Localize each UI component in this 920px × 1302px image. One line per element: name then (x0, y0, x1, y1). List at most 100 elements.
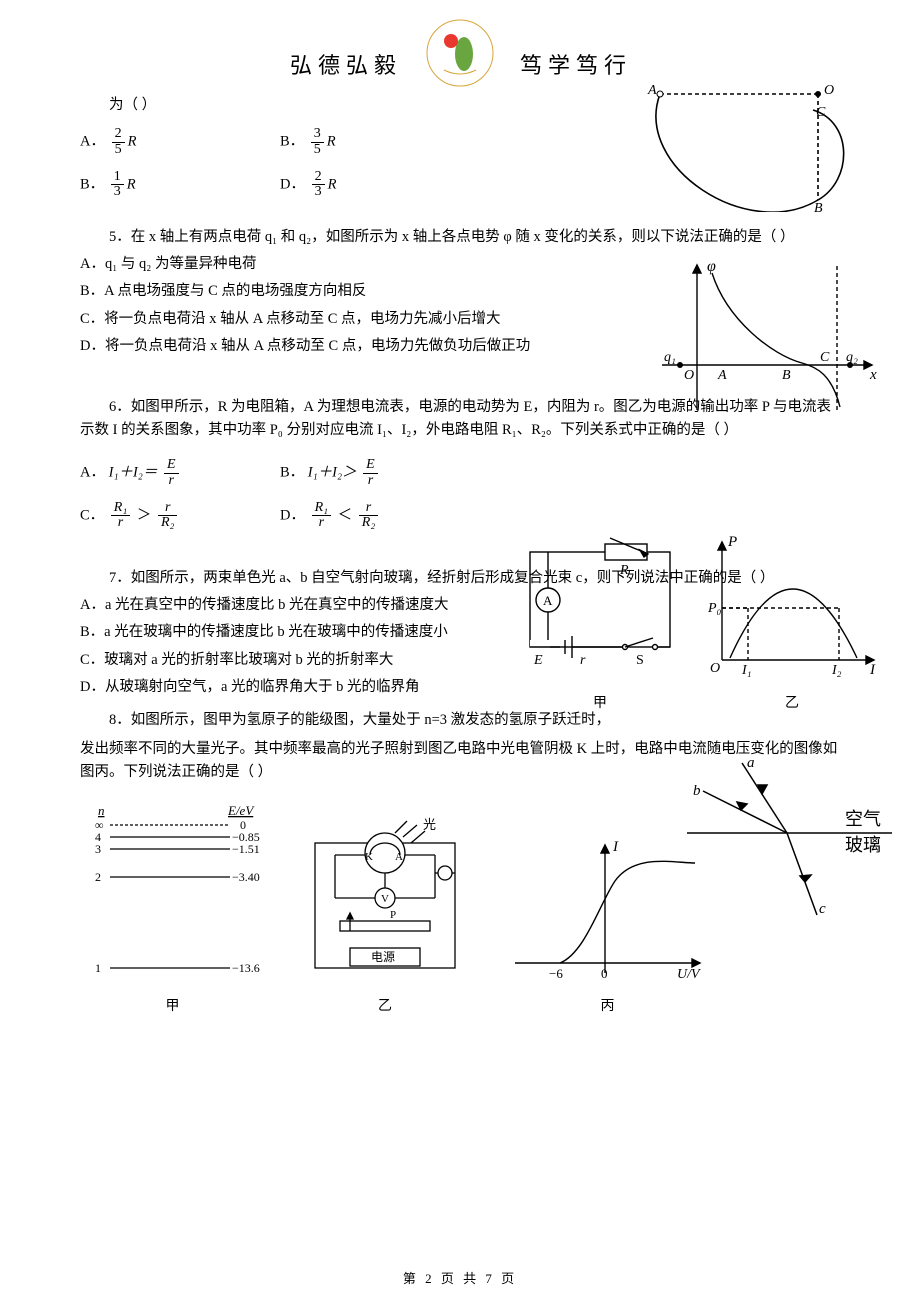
q8b-V: V (381, 893, 389, 905)
q4-d-label: D． (280, 176, 305, 192)
q6-figure-graph: P₀ P O I₁ I₂ I 乙 (702, 530, 882, 716)
q5-options: A．q₁ 与 q₂ 为等量异种电荷 B．A 点电场强度与 C 点的电场强度方向相… (80, 253, 580, 358)
q8b-K: K (365, 851, 373, 863)
q7-lbl-air: 空气 (845, 809, 881, 829)
q4-b2-frac: 13 (111, 170, 124, 200)
q8b-power: 电源 (371, 950, 395, 964)
q8a-n: n (98, 803, 105, 818)
q6-lbl-R: R (619, 563, 629, 578)
q8-cap2: 乙 (295, 996, 475, 1018)
q6-a-expr: I₁＋I₂＝ (109, 465, 158, 481)
q6-option-d: D． R₁r ＜ rR₂ (280, 501, 480, 531)
q6-lbl-I2: I₂ (831, 663, 842, 678)
q5-lbl-q2: q₂ (846, 350, 858, 365)
school-logo-icon (416, 18, 504, 98)
q7-lbl-b: b (693, 783, 701, 799)
q8a-3-n: 3 (95, 842, 101, 856)
q6-a-pre: A． (80, 465, 105, 481)
q6-lbl-r: r (580, 653, 586, 668)
q4-lbl-A: A (647, 83, 657, 98)
q6-options: A． I₁＋I₂＝ Er B． I₁＋I₂＞ Er C． R₁r ＞ rR₂ D… (80, 452, 840, 537)
q8c-U: U/V (677, 967, 701, 982)
q8b-P: P (390, 909, 396, 921)
q7-lbl-glass: 玻璃 (845, 835, 881, 855)
q5-option-b: B．A 点电场强度与 C 点的电场强度方向相反 (80, 280, 580, 303)
q4-b-label: B． (280, 134, 304, 150)
q6-c-f2: rR₂ (158, 501, 177, 531)
q6-option-a: A． I₁＋I₂＝ Er (80, 458, 280, 488)
q6-b-pre: B． (280, 465, 304, 481)
q4-option-d: D． 23R (280, 170, 480, 200)
q6-a-frac: Er (164, 458, 179, 488)
page-footer: 第 2 页 共 7 页 (0, 1269, 920, 1290)
q8-cap1: 甲 (80, 996, 265, 1018)
q6-d-op: ＜ (338, 507, 353, 523)
q4-b2-label: B． (80, 176, 104, 192)
q5-lbl-O: O (684, 368, 694, 383)
q6-d-pre: D． (280, 507, 305, 523)
q6-cap2: 乙 (702, 693, 882, 715)
q6-b-expr: I₁＋I₂＞ (308, 465, 357, 481)
q4-d-frac: 23 (312, 170, 325, 200)
q6-d-f1: R₁r (312, 501, 331, 531)
motto-right: 笃学笃行 (520, 48, 632, 83)
q5-option-c: C．将一负点电荷沿 x 轴从 A 点移动至 C 点，电场力先减小后增大 (80, 308, 580, 331)
q8-figure-b: K A V P 光 电源 乙 (295, 813, 475, 1019)
q6-c-pre: C． (80, 507, 104, 523)
q5-stem: 5．在 x 轴上有两点电荷 q₁ 和 q₂，如图所示为 x 轴上各点电势 φ 随… (80, 226, 840, 249)
q5-lbl-A: A (717, 368, 727, 383)
q4-option-b2: B． 13R (80, 170, 280, 200)
q4-option-b: B． 35R (280, 127, 480, 157)
q7-figure: a b c 空气 玻璃 (687, 755, 892, 928)
q7-lbl-a: a (747, 755, 755, 771)
q6-option-b: B． I₁＋I₂＞ Er (280, 458, 480, 488)
q4-leadin: 为（ ） (109, 97, 156, 113)
q6-lbl-P0: P₀ (707, 601, 722, 616)
q6-lbl-O: O (710, 661, 720, 676)
q5-lbl-x: x (869, 367, 877, 383)
q4-b-frac: 35 (311, 127, 324, 157)
q7-lbl-c: c (819, 901, 826, 917)
q6-cap1: 甲 (510, 693, 690, 715)
q8b-light: 光 (423, 817, 436, 832)
q6-c-f1: R₁r (111, 501, 130, 531)
motto-left: 弘德弘毅 (290, 48, 402, 83)
q8a-1-n: 1 (95, 961, 101, 975)
q4-a-R: R (128, 134, 137, 150)
q6-b-frac: Er (363, 458, 378, 488)
q6-lbl-I1: I₁ (741, 663, 752, 678)
q8a-2-n: 2 (95, 870, 101, 884)
q8a-E: E/eV (227, 803, 255, 818)
q6-lbl-P: P (727, 534, 737, 550)
q4-d-R: R (328, 176, 337, 192)
q5-lbl-C: C (820, 350, 830, 365)
q8b-A: A (395, 851, 403, 863)
q8a-1-E: −13.6 (232, 961, 260, 975)
q6-c-op: ＞ (137, 507, 152, 523)
q8c-I: I (612, 839, 619, 855)
q6-figure-circuit: A R E r S 甲 (510, 530, 690, 716)
q8-figure-a: n E/eV ∞ 0 4 −0.85 3 −1.51 2 −3.40 1 −13… (80, 803, 265, 1019)
q8a-3-E: −1.51 (232, 842, 260, 856)
q5-figure: φ x O A B C q₁ q₂ (652, 255, 882, 428)
q8c-neg6: −6 (549, 966, 563, 981)
q6-d-f2: rR₂ (359, 501, 378, 531)
q6-lbl-E: E (533, 653, 543, 668)
q6-lbl-A: A (543, 593, 553, 608)
q8-figure-c: I −6 0 U/V 丙 (505, 833, 710, 1019)
q4-lbl-C: C (816, 105, 826, 120)
q4-a-frac: 25 (112, 127, 125, 157)
q4-option-a: A． 25R (80, 127, 280, 157)
q4-figure: A O C B (638, 82, 848, 220)
q8a-2-E: −3.40 (232, 870, 260, 884)
q6-option-c: C． R₁r ＞ rR₂ (80, 501, 280, 531)
q4-b-R: R (327, 134, 336, 150)
q4-a-label: A． (80, 134, 105, 150)
q6-lbl-S: S (636, 653, 644, 668)
q4-b2-R: R (127, 176, 136, 192)
page: 弘德弘毅 笃学笃行 为（ ） A． 25R B． 35R B． 13R (0, 0, 920, 1302)
q6-lbl-I: I (869, 662, 876, 678)
q5-lbl-B: B (782, 368, 791, 383)
page-header: 弘德弘毅 笃学笃行 (80, 18, 840, 90)
q4-lbl-O: O (824, 83, 834, 98)
